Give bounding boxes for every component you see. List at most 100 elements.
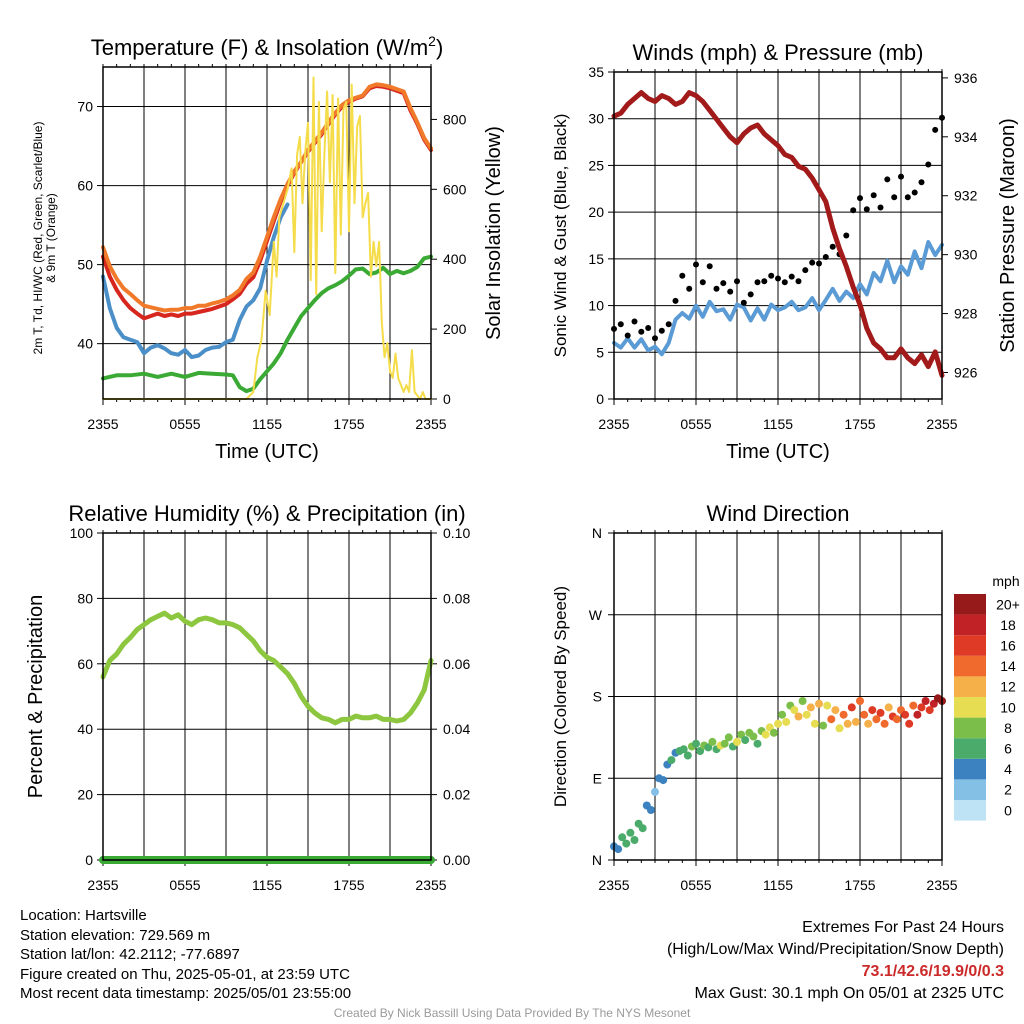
colorbar-label: 18 [1000,617,1016,633]
temperature-title: Temperature (F) & Insolation (W/m2) [91,33,444,60]
gust-point [891,194,898,201]
y-right-tick-label: 928 [954,306,978,322]
gust-point [918,179,925,186]
direction-point [790,706,799,715]
gust-point [734,278,740,285]
y-right-axis-label: Station Pressure (Maroon) [997,118,1019,353]
gust-point [693,261,699,268]
gust-point [652,335,658,342]
y-left-tick-label: 5 [596,344,604,360]
y-left-tick-label: 35 [588,64,604,80]
gust-point [788,273,795,280]
gust-point [617,321,624,328]
direction-point [905,719,914,728]
extremes-values: 73.1/42.6/19.9/0/0.3 [861,963,1004,980]
gust-point [822,254,829,260]
gust-point [795,278,802,285]
gust-point [658,327,665,334]
colorbar-swatch [954,594,986,615]
x-tick-label: 2355 [87,877,118,893]
gust-point [747,291,754,298]
direction-point [651,787,659,796]
x-tick-label: 2355 [926,877,957,893]
x-tick-label: 0555 [169,877,200,893]
direction-point [679,745,688,754]
direction-point [921,697,930,705]
direction-point [806,703,815,712]
gust-point [829,243,836,250]
y-left-tick-label: 25 [588,157,604,173]
direction-point [733,737,741,746]
direction-point [692,739,700,748]
direction-point [827,715,836,724]
wind-direction-title: Wind Direction [706,501,849,526]
gust-point [781,279,788,286]
gust-point [645,325,652,331]
colorbar-label: 16 [1000,638,1016,654]
y-tick-label: N [592,525,602,541]
direction-point [831,706,840,715]
x-tick-label: 2355 [415,877,446,893]
x-tick-label: 1155 [763,416,793,432]
y-right-tick-label: 0.10 [443,525,470,541]
gust-point [706,263,713,270]
gust-point [672,297,679,304]
x-axis-label: Time (UTC) [726,441,830,463]
colorbar-label: 0 [1004,802,1012,818]
gust-point [768,272,775,279]
station-elevation: Station elevation: 729.569 m [20,926,211,944]
y-left-tick-label: 60 [77,178,93,194]
direction-point [802,710,811,719]
direction-point [892,715,901,724]
direction-point [737,730,746,739]
colorbar-label: 6 [1004,741,1012,757]
direction-point [880,719,889,728]
y-right-tick-label: 926 [954,364,978,380]
x-tick-label: 1755 [844,877,875,893]
y-right-tick-label: 400 [443,251,467,267]
colorbar-swatch [954,655,986,677]
y-left-tick-label: 10 [588,298,604,314]
gust-point [638,328,645,335]
x-tick-label: 1755 [333,877,364,893]
direction-point [708,737,717,746]
gust-point [850,207,857,214]
direction-point [884,703,893,712]
series-line [612,240,944,357]
humidity-title: Relative Humidity (%) & Precipitation (i… [68,501,465,526]
direction-point [864,719,873,728]
x-tick-label: 2355 [926,416,957,432]
x-tick-label: 0555 [169,416,200,432]
x-tick-label: 1155 [763,877,793,893]
y-left-tick-label: 40 [77,336,93,352]
winds-panel: Winds (mph) & Pressure (mb) 0 5 10 15 20 25 30 3… [551,40,1019,463]
colorbar-swatch [954,614,986,636]
series-line [101,202,290,360]
series-line [100,610,434,726]
colorbar-swatch [954,738,986,759]
direction-point [618,833,627,842]
y-right-tick-label: 932 [954,188,978,204]
direction-point [774,719,782,728]
series-line [101,82,433,313]
direction-point [761,730,770,739]
colorbar-swatch [954,800,986,821]
direction-point [823,701,832,710]
x-tick-label: 2355 [598,877,629,893]
colorbar-label: 8 [1004,720,1012,736]
gust-point [932,126,939,133]
colorbar-swatch [954,635,986,656]
direction-point [815,699,823,708]
x-tick-label: 2355 [87,416,118,432]
direction-point [798,697,807,705]
gust-point [624,332,631,339]
y-left-tick-label: 0 [596,391,604,407]
direction-point [704,743,713,752]
x-axis-label: Time (UTC) [215,441,319,463]
direction-point [929,699,938,708]
wind-direction-panel: Wind Direction N E S W N 2355 0555 1155 1755 2355 D… [551,501,1020,893]
direction-point [778,710,787,719]
y-left-tick-label: 40 [77,721,93,737]
y-right-tick-label: 936 [954,70,978,86]
direction-point [626,828,635,837]
